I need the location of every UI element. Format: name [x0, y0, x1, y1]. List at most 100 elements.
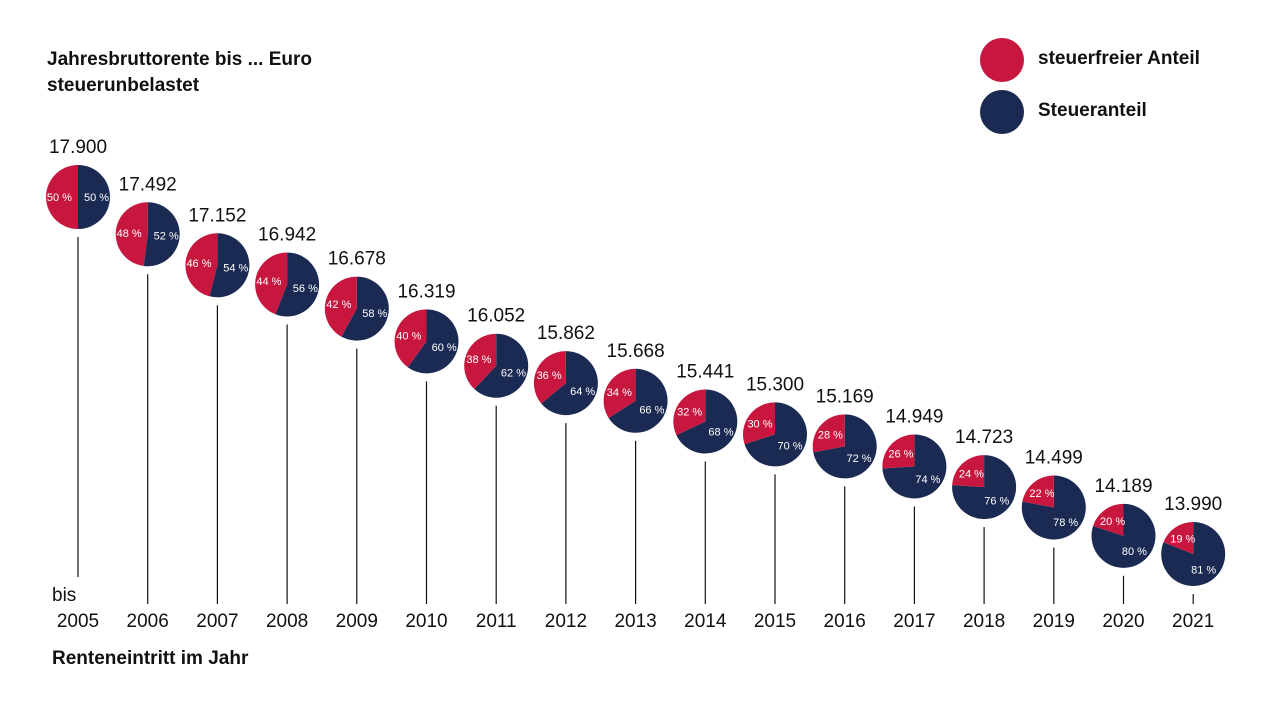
slice-steuerfreier-anteil	[952, 455, 985, 488]
pct-label-tax-free: 42 %	[326, 299, 351, 311]
amount-label: 14.723	[955, 427, 1013, 448]
amount-label: 14.949	[885, 406, 943, 427]
amount-label: 16.678	[328, 249, 386, 270]
slice-steuerfreier-anteil	[394, 309, 427, 368]
year-label: 2008	[266, 611, 308, 632]
amount-label: 14.189	[1094, 476, 1152, 497]
year-label: 2017	[893, 611, 935, 632]
pct-label-taxed: 56 %	[293, 283, 318, 295]
x-axis-label: Renteneintritt im Jahr	[52, 648, 249, 669]
year-label: 2012	[545, 611, 587, 632]
pct-label-taxed: 76 %	[984, 496, 1009, 508]
slice-steuerfreier-anteil	[185, 233, 218, 297]
amount-label: 15.169	[816, 386, 874, 407]
year-label: 2010	[405, 611, 447, 632]
pct-label-tax-free: 26 %	[888, 449, 913, 461]
slice-steuerfreier-anteil	[115, 202, 148, 266]
year-label: 2015	[754, 611, 796, 632]
slice-steueranteil	[78, 165, 110, 229]
pct-label-taxed: 58 %	[362, 308, 387, 320]
legend-label-tax-free: steuerfreier Anteil	[1038, 48, 1200, 69]
year-label: 2014	[684, 611, 727, 632]
slice-steueranteil	[744, 402, 807, 467]
year-prefix-label: bis	[52, 585, 76, 606]
pct-label-taxed: 66 %	[639, 405, 664, 417]
chart-title-line1: Jahresbruttorente bis ... Euro	[47, 49, 312, 70]
year-label: 2006	[127, 611, 169, 632]
pct-label-taxed: 60 %	[432, 342, 457, 354]
slice-steueranteil	[882, 434, 947, 499]
slice-steuerfreier-anteil	[882, 434, 915, 469]
pct-label-tax-free: 28 %	[818, 430, 843, 442]
slice-steueranteil	[143, 202, 180, 267]
slice-steueranteil	[813, 414, 877, 479]
amount-label: 17.900	[49, 137, 107, 158]
amount-label: 15.668	[607, 341, 665, 362]
pct-label-taxed: 62 %	[501, 368, 526, 380]
year-label: 2007	[196, 611, 238, 632]
amount-label: 16.052	[467, 306, 525, 327]
year-label: 2013	[614, 611, 656, 632]
slice-steuerfreier-anteil	[1093, 503, 1124, 536]
year-label: 2009	[336, 611, 378, 632]
slice-steueranteil	[407, 309, 459, 374]
pct-label-taxed: 68 %	[708, 426, 733, 438]
pct-label-taxed: 74 %	[915, 474, 940, 486]
slice-steuerfreier-anteil	[812, 414, 845, 453]
pct-label-tax-free: 36 %	[537, 370, 562, 382]
pct-label-tax-free: 50 %	[47, 192, 72, 204]
pct-label-tax-free: 44 %	[256, 276, 281, 288]
year-label: 2011	[476, 611, 517, 632]
pct-label-tax-free: 46 %	[186, 258, 211, 270]
slice-steuerfreier-anteil	[673, 389, 706, 436]
amount-label: 15.862	[537, 323, 595, 344]
pct-label-taxed: 78 %	[1053, 517, 1078, 529]
pct-label-tax-free: 38 %	[466, 354, 491, 366]
pct-label-tax-free: 20 %	[1100, 516, 1125, 528]
legend-swatch-taxed	[980, 90, 1024, 134]
slice-steueranteil	[541, 351, 598, 416]
amount-label: 15.300	[746, 374, 804, 395]
slice-steueranteil	[474, 333, 529, 398]
slice-steueranteil	[341, 276, 389, 341]
pct-label-taxed: 80 %	[1122, 546, 1147, 558]
slice-steuerfreier-anteil	[46, 165, 78, 229]
year-label: 2019	[1033, 611, 1075, 632]
slice-steueranteil	[209, 233, 250, 298]
slice-steuerfreier-anteil	[324, 276, 357, 337]
year-label: 2020	[1102, 611, 1144, 632]
pct-label-tax-free: 32 %	[677, 407, 702, 419]
chart-title: Jahresbruttorente bis ... Euro steuerunb…	[47, 47, 312, 99]
slice-steueranteil	[676, 389, 738, 454]
pct-label-taxed: 50 %	[84, 192, 109, 204]
pct-label-taxed: 72 %	[846, 453, 871, 465]
pct-label-taxed: 64 %	[570, 386, 595, 398]
legend-swatch-tax-free	[980, 38, 1024, 82]
pct-label-taxed: 81 %	[1191, 564, 1216, 576]
amount-label: 16.319	[397, 281, 455, 302]
chart-title-line2: steuerunbelastet	[47, 75, 200, 96]
amount-label: 17.152	[188, 205, 246, 226]
pct-label-tax-free: 40 %	[396, 331, 421, 343]
amount-label: 17.492	[119, 174, 177, 195]
slice-steueranteil	[275, 252, 320, 317]
slice-steuerfreier-anteil	[603, 368, 636, 418]
pct-label-tax-free: 22 %	[1029, 488, 1054, 500]
slice-steueranteil	[952, 455, 1017, 520]
year-label: 2016	[824, 611, 866, 632]
pct-label-tax-free: 24 %	[959, 469, 984, 481]
year-label: 2005	[57, 611, 99, 632]
legend-label-taxed: Steueranteil	[1038, 100, 1147, 121]
slice-steuerfreier-anteil	[255, 252, 288, 315]
slice-steuerfreier-anteil	[1163, 522, 1194, 554]
year-label: 2018	[963, 611, 1005, 632]
pct-label-tax-free: 19 %	[1170, 534, 1195, 546]
slice-steuerfreier-anteil	[464, 333, 497, 390]
pct-label-tax-free: 30 %	[747, 418, 772, 430]
pct-label-taxed: 70 %	[777, 440, 802, 452]
year-label: 2021	[1172, 611, 1214, 632]
slice-steuerfreier-anteil	[533, 351, 566, 404]
pct-label-taxed: 54 %	[223, 263, 248, 275]
amount-label: 15.441	[676, 362, 734, 383]
